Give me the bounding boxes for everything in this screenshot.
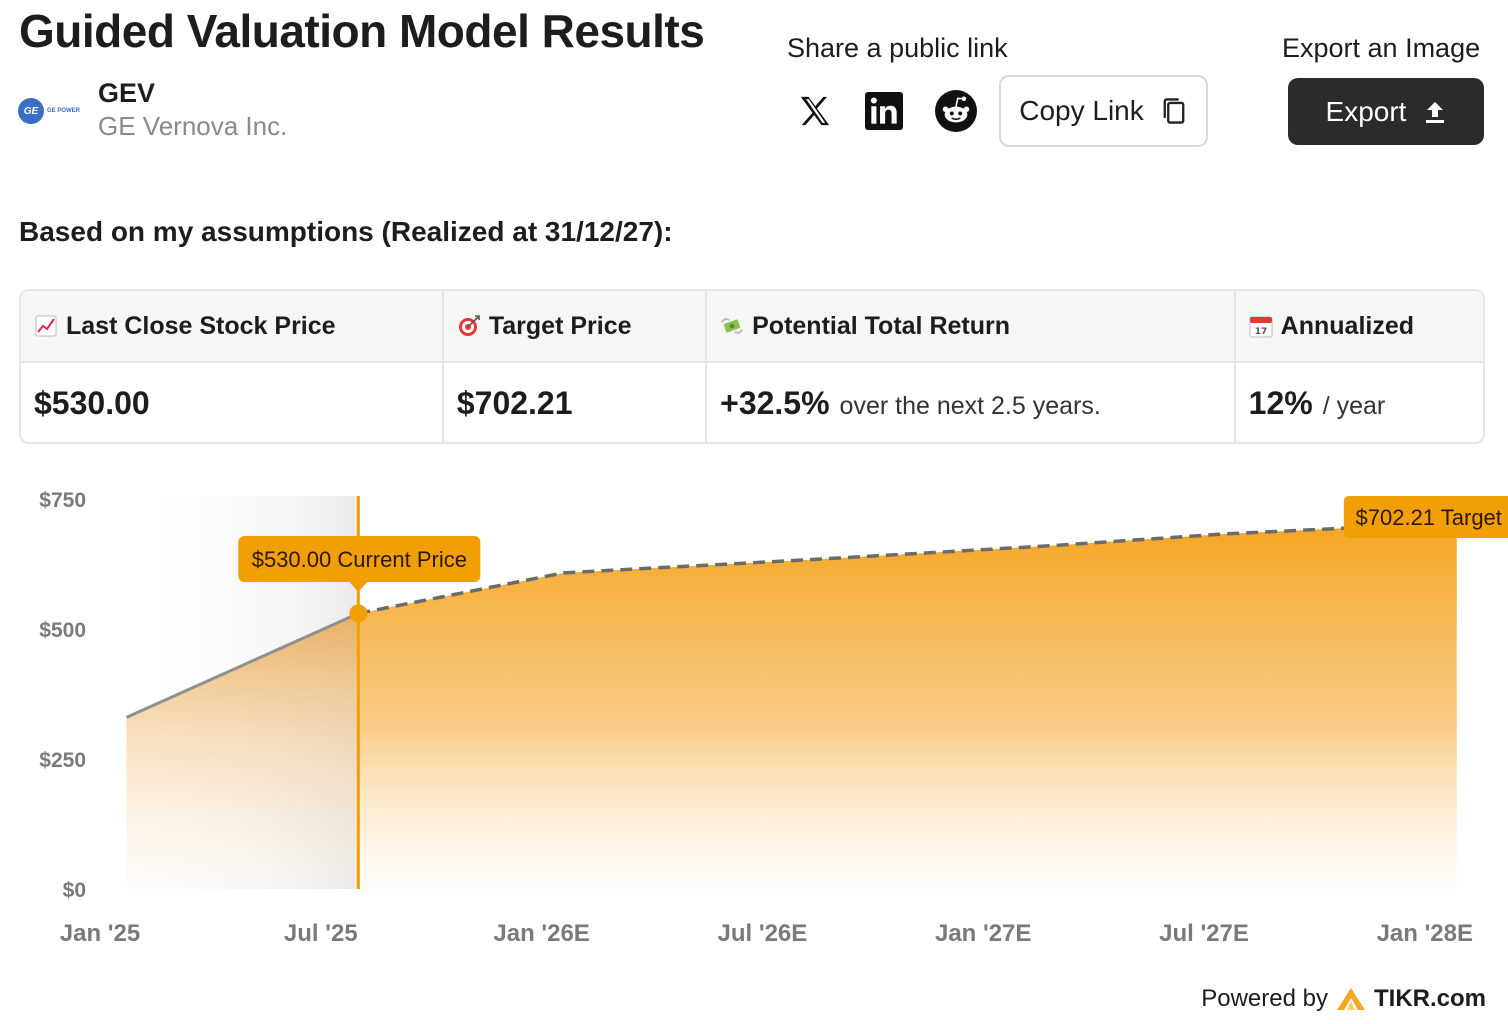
current-price-label: $530.00 Current Price <box>252 547 467 572</box>
target-price-label: Target Price <box>488 311 632 340</box>
total-return-column: Potential Total Return +32.5% over the n… <box>707 291 1236 442</box>
current-price-label-box <box>238 536 481 582</box>
linkedin-icon <box>865 92 903 130</box>
x-tick-label: Jul '27E <box>1159 920 1249 947</box>
last-close-value: $530.00 <box>34 385 150 421</box>
export-label: Export <box>1325 95 1407 127</box>
share-title: Share a public link <box>787 33 1008 63</box>
target-price-value: $702.21 <box>456 385 573 421</box>
copy-icon <box>1163 98 1185 124</box>
svg-text:17: 17 <box>1254 327 1267 337</box>
annualized-suffix: / year <box>1322 392 1386 420</box>
x-icon <box>800 96 830 126</box>
tikr-brand: TIKR.com <box>1373 985 1486 1012</box>
total-return-header: Potential Total Return <box>707 291 1234 363</box>
copy-link-label: Copy Link <box>1019 95 1144 126</box>
annualized-value: 12% <box>1248 385 1313 421</box>
export-button[interactable]: Export <box>1288 78 1484 145</box>
historical-area <box>126 613 359 889</box>
powered-by-text: Powered by <box>1201 985 1328 1012</box>
copy-link-button[interactable]: Copy Link <box>999 75 1208 147</box>
historical-line <box>125 612 359 719</box>
target-price-column: Target Price $702.21 <box>443 291 708 442</box>
ticker: GEV <box>98 78 156 108</box>
footer: Powered by TIKR.com <box>1201 985 1486 1013</box>
last-close-label: Last Close Stock Price <box>66 311 336 340</box>
x-tick-label: Jan '27E <box>935 920 1031 947</box>
target-icon <box>457 314 481 338</box>
money-wings-icon <box>720 314 744 338</box>
total-return-value: +32.5% <box>720 385 830 421</box>
summary-table: Last Close Stock Price $530.00 Target Pr… <box>19 289 1485 444</box>
tikr-logo-icon <box>1336 988 1365 1010</box>
total-return-label: Potential Total Return <box>752 311 1010 340</box>
y-tick-label: $750 <box>39 489 86 512</box>
x-tick-label: Jan '28E <box>1377 920 1473 947</box>
assumptions-heading: Based on my assumptions (Realized at 31/… <box>19 216 673 247</box>
projected-area <box>358 523 1457 889</box>
company-name: GE Vernova Inc. <box>98 111 288 141</box>
last-close-header: Last Close Stock Price <box>21 291 442 363</box>
x-tick-label: Jul '26E <box>718 920 808 947</box>
current-price-point <box>349 604 368 623</box>
y-tick-label: $250 <box>39 749 86 772</box>
logo-text: GE POWER <box>47 108 81 114</box>
y-tick-label: $500 <box>39 619 86 642</box>
target-price-header: Target Price <box>443 291 706 363</box>
valuation-chart: $530.00 Current Price $702.21 Target Pric… <box>39 489 1508 947</box>
reddit-icon <box>935 90 977 132</box>
x-share-button[interactable] <box>794 90 836 132</box>
annualized-column: 17 Annualized 12% / year <box>1235 291 1483 442</box>
annualized-label: Annualized <box>1280 311 1415 340</box>
reddit-share-button[interactable] <box>935 90 977 132</box>
last-close-column: Last Close Stock Price $530.00 <box>21 291 444 442</box>
export-title: Export an Image <box>1282 33 1481 63</box>
upload-icon <box>1426 101 1445 123</box>
company-info: GE GE POWER GEV GE Vernova Inc. <box>18 78 287 144</box>
x-tick-label: Jan '25 <box>60 920 140 947</box>
chart-increasing-icon <box>34 314 58 338</box>
y-tick-label: $0 <box>63 879 86 902</box>
chart-plot-area: $530.00 Current Price $702.21 Target Pric… <box>39 489 1508 947</box>
annualized-header: 17 Annualized <box>1235 291 1483 363</box>
projection-line <box>357 522 1436 616</box>
current-price-label-pointer <box>349 582 368 592</box>
target-price-label-box <box>1343 496 1508 538</box>
x-tick-label: Jan '26E <box>493 920 589 947</box>
ge-logo-icon: GE <box>18 98 44 124</box>
page-title: Guided Valuation Model Results <box>19 5 705 57</box>
target-price-label: $702.21 Target Price <box>1356 505 1508 530</box>
calendar-icon: 17 <box>1249 314 1273 338</box>
company-logo: GE GE POWER <box>18 96 82 126</box>
linkedin-share-button[interactable] <box>863 90 905 132</box>
total-return-suffix: over the next 2.5 years. <box>839 392 1101 420</box>
x-tick-label: Jul '25 <box>284 920 358 947</box>
